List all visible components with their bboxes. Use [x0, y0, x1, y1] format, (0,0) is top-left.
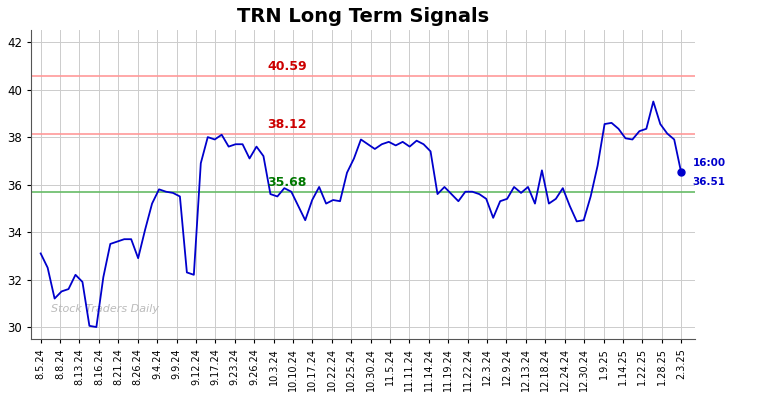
Point: [675, 169, 688, 176]
Text: 40.59: 40.59: [267, 60, 307, 73]
Title: TRN Long Term Signals: TRN Long Term Signals: [237, 7, 489, 26]
Text: 38.12: 38.12: [267, 119, 307, 131]
Text: 16:00: 16:00: [693, 158, 726, 168]
Text: 36.51: 36.51: [693, 177, 726, 187]
Text: Stock Traders Daily: Stock Traders Daily: [51, 304, 159, 314]
Text: 35.68: 35.68: [267, 176, 307, 189]
